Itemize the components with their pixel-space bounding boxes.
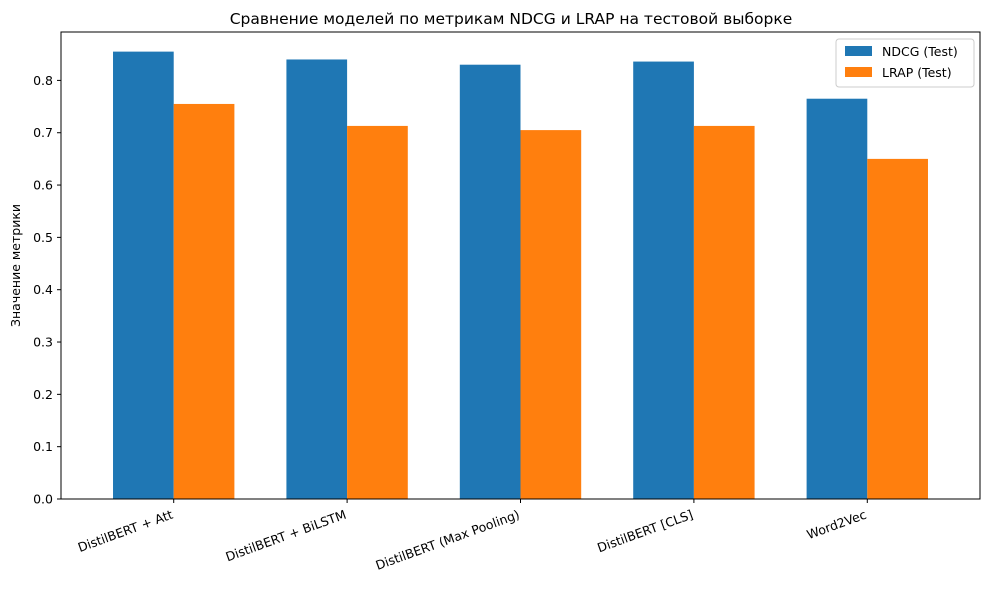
ndcg-bar-1	[286, 59, 348, 500]
lrap-bar-2	[520, 130, 582, 499]
y-tick-label: 0.3	[33, 335, 53, 350]
ndcg-bar-4	[806, 98, 868, 499]
chart-title: Сравнение моделей по метрикам NDCG и LRA…	[230, 10, 793, 28]
ndcg-bar-3	[633, 61, 694, 499]
lrap-bar-3	[693, 125, 755, 499]
lrap-bar-1	[347, 125, 408, 499]
legend: NDCG (Test) LRAP (Test)	[835, 38, 975, 88]
lrap-bar-4	[867, 158, 928, 500]
y-tick-label: 0.7	[33, 125, 53, 140]
legend-swatch	[845, 46, 872, 56]
y-tick-label: 0.8	[33, 73, 53, 88]
x-axis: DistilBERT + Att DistilBERT + BiLSTM Disti…	[76, 499, 869, 573]
ndcg-bar-0	[113, 51, 174, 499]
y-axis-label: Значение метрики	[8, 204, 23, 327]
y-tick-label: 0.5	[33, 230, 53, 245]
lrap-bar-0	[173, 103, 235, 499]
legend-label: LRAP (Test)	[882, 65, 952, 80]
y-tick-label: 0.4	[33, 282, 53, 297]
x-tick-label: Word2Vec	[805, 507, 869, 542]
x-tick-label: DistilBERT + Att	[76, 507, 175, 555]
y-tick-label: 0.6	[33, 178, 53, 193]
x-tick-label: DistilBERT (Max Pooling)	[373, 507, 521, 573]
y-tick-label: 0.0	[33, 492, 53, 507]
y-tick-label: 0.1	[33, 439, 53, 454]
ndcg-bar-2	[459, 64, 521, 500]
x-tick-label: DistilBERT [CLS]	[595, 507, 695, 556]
x-tick-label: DistilBERT + BiLSTM	[224, 507, 349, 565]
y-tick-label: 0.2	[33, 387, 53, 402]
y-axis: 0.0 0.1 0.2 0.3 0.4 0.5 0.6 0.7 0.8	[33, 73, 61, 507]
bars-group	[113, 51, 928, 500]
legend-label: NDCG (Test)	[882, 44, 958, 59]
legend-swatch	[845, 67, 872, 77]
